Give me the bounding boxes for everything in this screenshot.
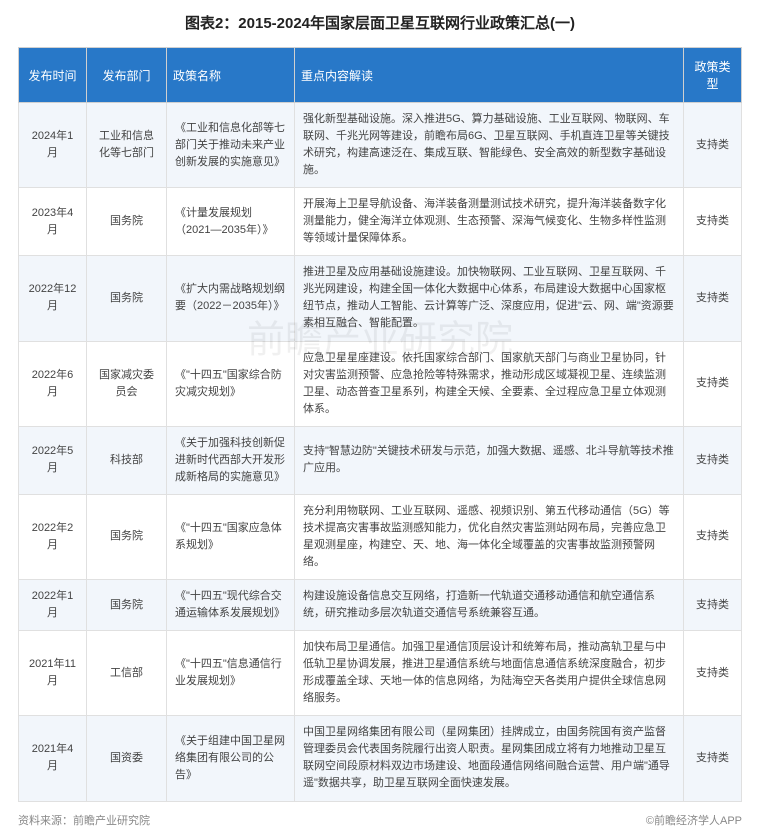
header-row: 发布时间 发布部门 政策名称 重点内容解读 政策类型 bbox=[19, 48, 742, 103]
cell: 国资委 bbox=[87, 716, 167, 801]
cell: 国家减灾委员会 bbox=[87, 341, 167, 426]
cell: 构建设施设备信息交互网络，打造新一代轨道交通移动通信和航空通信系统，研究推动多层… bbox=[295, 580, 684, 631]
cell: 《计量发展规划（2021—2035年）》 bbox=[167, 188, 295, 256]
cell: 2021年4月 bbox=[19, 716, 87, 801]
table-row: 2021年4月国资委《关于组建中国卫星网络集团有限公司的公告》中国卫星网络集团有… bbox=[19, 716, 742, 801]
cell: 支持类 bbox=[684, 716, 742, 801]
col-header-dept: 发布部门 bbox=[87, 48, 167, 103]
cell: 国务院 bbox=[87, 580, 167, 631]
source-label: 资料来源：前瞻产业研究院 bbox=[18, 812, 150, 828]
cell: 《"十四五"国家应急体系规划》 bbox=[167, 494, 295, 579]
cell: 2024年1月 bbox=[19, 103, 87, 188]
cell: 2022年5月 bbox=[19, 426, 87, 494]
cell: 支持类 bbox=[684, 341, 742, 426]
footer: 资料来源：前瞻产业研究院 ©前瞻经济学人APP bbox=[18, 812, 742, 828]
cell: 国务院 bbox=[87, 494, 167, 579]
cell: 《关于加强科技创新促进新时代西部大开发形成新格局的实施意见》 bbox=[167, 426, 295, 494]
cell: 工业和信息化等七部门 bbox=[87, 103, 167, 188]
col-header-date: 发布时间 bbox=[19, 48, 87, 103]
cell: 工信部 bbox=[87, 631, 167, 716]
cell: 推进卫星及应用基础设施建设。加快物联网、工业互联网、卫星互联网、千兆光网建设，构… bbox=[295, 256, 684, 341]
col-header-type: 政策类型 bbox=[684, 48, 742, 103]
cell: 中国卫星网络集团有限公司（星网集团）挂牌成立，由国务院国有资产监督管理委员会代表… bbox=[295, 716, 684, 801]
cell: 支持类 bbox=[684, 631, 742, 716]
cell: 应急卫星星座建设。依托国家综合部门、国家航天部门与商业卫星协同，针对灾害监测预警… bbox=[295, 341, 684, 426]
cell: 支持类 bbox=[684, 580, 742, 631]
cell: 国务院 bbox=[87, 188, 167, 256]
cell: 2023年4月 bbox=[19, 188, 87, 256]
cell: 强化新型基础设施。深入推进5G、算力基础设施、工业互联网、物联网、车联网、千兆光… bbox=[295, 103, 684, 188]
cell: 2022年12月 bbox=[19, 256, 87, 341]
cell: 《"十四五"国家综合防灾减灾规划》 bbox=[167, 341, 295, 426]
table-row: 2022年5月科技部《关于加强科技创新促进新时代西部大开发形成新格局的实施意见》… bbox=[19, 426, 742, 494]
policy-table: 发布时间 发布部门 政策名称 重点内容解读 政策类型 2024年1月工业和信息化… bbox=[18, 47, 742, 802]
cell: 国务院 bbox=[87, 256, 167, 341]
cell: 2021年11月 bbox=[19, 631, 87, 716]
cell: 支持类 bbox=[684, 103, 742, 188]
cell: 开展海上卫星导航设备、海洋装备测量测试技术研究，提升海洋装备数字化测量能力，健全… bbox=[295, 188, 684, 256]
cell: 支持类 bbox=[684, 256, 742, 341]
cell: 2022年2月 bbox=[19, 494, 87, 579]
chart-title: 图表2：2015-2024年国家层面卫星互联网行业政策汇总(一) bbox=[18, 12, 742, 33]
cell: 2022年1月 bbox=[19, 580, 87, 631]
col-header-name: 政策名称 bbox=[167, 48, 295, 103]
cell: 加快布局卫星通信。加强卫星通信顶层设计和统筹布局，推动高轨卫星与中低轨卫星协调发… bbox=[295, 631, 684, 716]
table-row: 2022年1月国务院《"十四五"现代综合交通运输体系发展规划》构建设施设备信息交… bbox=[19, 580, 742, 631]
table-row: 2022年6月国家减灾委员会《"十四五"国家综合防灾减灾规划》应急卫星星座建设。… bbox=[19, 341, 742, 426]
table-body: 2024年1月工业和信息化等七部门《工业和信息化部等七部门关于推动未来产业创新发… bbox=[19, 103, 742, 802]
table-row: 2022年2月国务院《"十四五"国家应急体系规划》充分利用物联网、工业互联网、遥… bbox=[19, 494, 742, 579]
table-row: 2021年11月工信部《"十四五"信息通信行业发展规划》加快布局卫星通信。加强卫… bbox=[19, 631, 742, 716]
cell: 支持类 bbox=[684, 494, 742, 579]
cell: 支持"智慧边防"关键技术研发与示范，加强大数据、遥感、北斗导航等技术推广应用。 bbox=[295, 426, 684, 494]
cell: 科技部 bbox=[87, 426, 167, 494]
table-row: 2024年1月工业和信息化等七部门《工业和信息化部等七部门关于推动未来产业创新发… bbox=[19, 103, 742, 188]
table-row: 2022年12月国务院《扩大内需战略规划纲要（2022－2035年）》推进卫星及… bbox=[19, 256, 742, 341]
cell: 《扩大内需战略规划纲要（2022－2035年）》 bbox=[167, 256, 295, 341]
cell: 《工业和信息化部等七部门关于推动未来产业创新发展的实施意见》 bbox=[167, 103, 295, 188]
cell: 支持类 bbox=[684, 188, 742, 256]
cell: 充分利用物联网、工业互联网、遥感、视频识别、第五代移动通信（5G）等技术提高灾害… bbox=[295, 494, 684, 579]
copyright-label: ©前瞻经济学人APP bbox=[646, 812, 742, 828]
cell: 2022年6月 bbox=[19, 341, 87, 426]
table-row: 2023年4月国务院《计量发展规划（2021—2035年）》开展海上卫星导航设备… bbox=[19, 188, 742, 256]
cell: 《关于组建中国卫星网络集团有限公司的公告》 bbox=[167, 716, 295, 801]
cell: 支持类 bbox=[684, 426, 742, 494]
cell: 《"十四五"现代综合交通运输体系发展规划》 bbox=[167, 580, 295, 631]
col-header-content: 重点内容解读 bbox=[295, 48, 684, 103]
cell: 《"十四五"信息通信行业发展规划》 bbox=[167, 631, 295, 716]
